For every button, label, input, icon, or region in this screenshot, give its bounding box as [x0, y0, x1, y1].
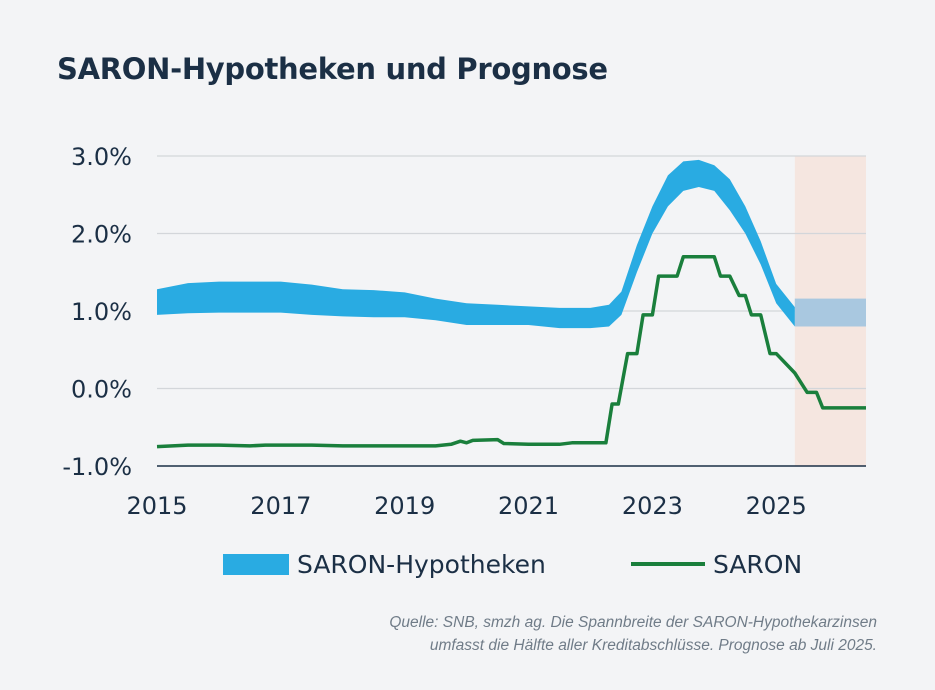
source-line-1: Quelle: SNB, smzh ag. Die Spannbreite de… [389, 614, 877, 631]
y-tick-label: 0.0% [71, 376, 132, 404]
y-tick-label: 3.0% [71, 143, 132, 171]
legend-swatch-band [223, 553, 289, 575]
legend-swatch-line [631, 562, 705, 566]
series-band-saron-hypotheken [157, 159, 795, 329]
forecast-band [794, 298, 866, 327]
series-line-saron [156, 255, 866, 449]
source-note: Quelle: SNB, smzh ag. Die Spannbreite de… [257, 611, 877, 657]
y-tick-label: 2.0% [71, 221, 132, 249]
legend-item-band: SARON-Hypotheken [223, 546, 546, 582]
x-tick-label: 2025 [746, 492, 807, 520]
y-tick-label: -1.0% [62, 453, 132, 481]
chart-title: SARON-Hypotheken und Prognose [57, 52, 608, 86]
x-tick-label: 2017 [250, 492, 311, 520]
legend-label-band: SARON-Hypotheken [297, 549, 546, 579]
legend-item-line: SARON [631, 546, 802, 582]
x-tick-label: 2023 [622, 492, 683, 520]
x-tick-label: 2015 [126, 492, 187, 520]
y-tick-label: 1.0% [71, 298, 132, 326]
chart-svg: -1.0% 0.0% 1.0% 2.0% 3.0% 2015 2017 2019 2021 202… [62, 143, 866, 520]
x-tick-label: 2019 [374, 492, 435, 520]
source-line-2: umfasst die Hälfte aller Kreditabschlüss… [429, 637, 877, 654]
legend-label-line: SARON [713, 549, 803, 579]
x-tick-label: 2021 [498, 492, 559, 520]
